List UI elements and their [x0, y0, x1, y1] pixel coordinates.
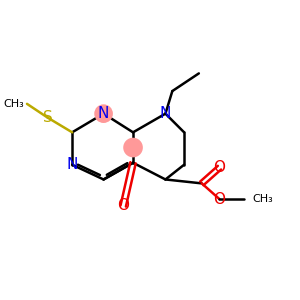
Circle shape — [94, 104, 113, 123]
Text: O: O — [117, 199, 129, 214]
Text: S: S — [43, 110, 52, 125]
Circle shape — [123, 138, 143, 158]
Text: CH₃: CH₃ — [252, 194, 273, 204]
Text: N: N — [160, 106, 171, 121]
Text: O: O — [214, 192, 226, 207]
Text: CH₃: CH₃ — [3, 99, 24, 109]
Text: N: N — [98, 106, 109, 121]
Text: O: O — [214, 160, 226, 175]
Text: N: N — [67, 157, 78, 172]
